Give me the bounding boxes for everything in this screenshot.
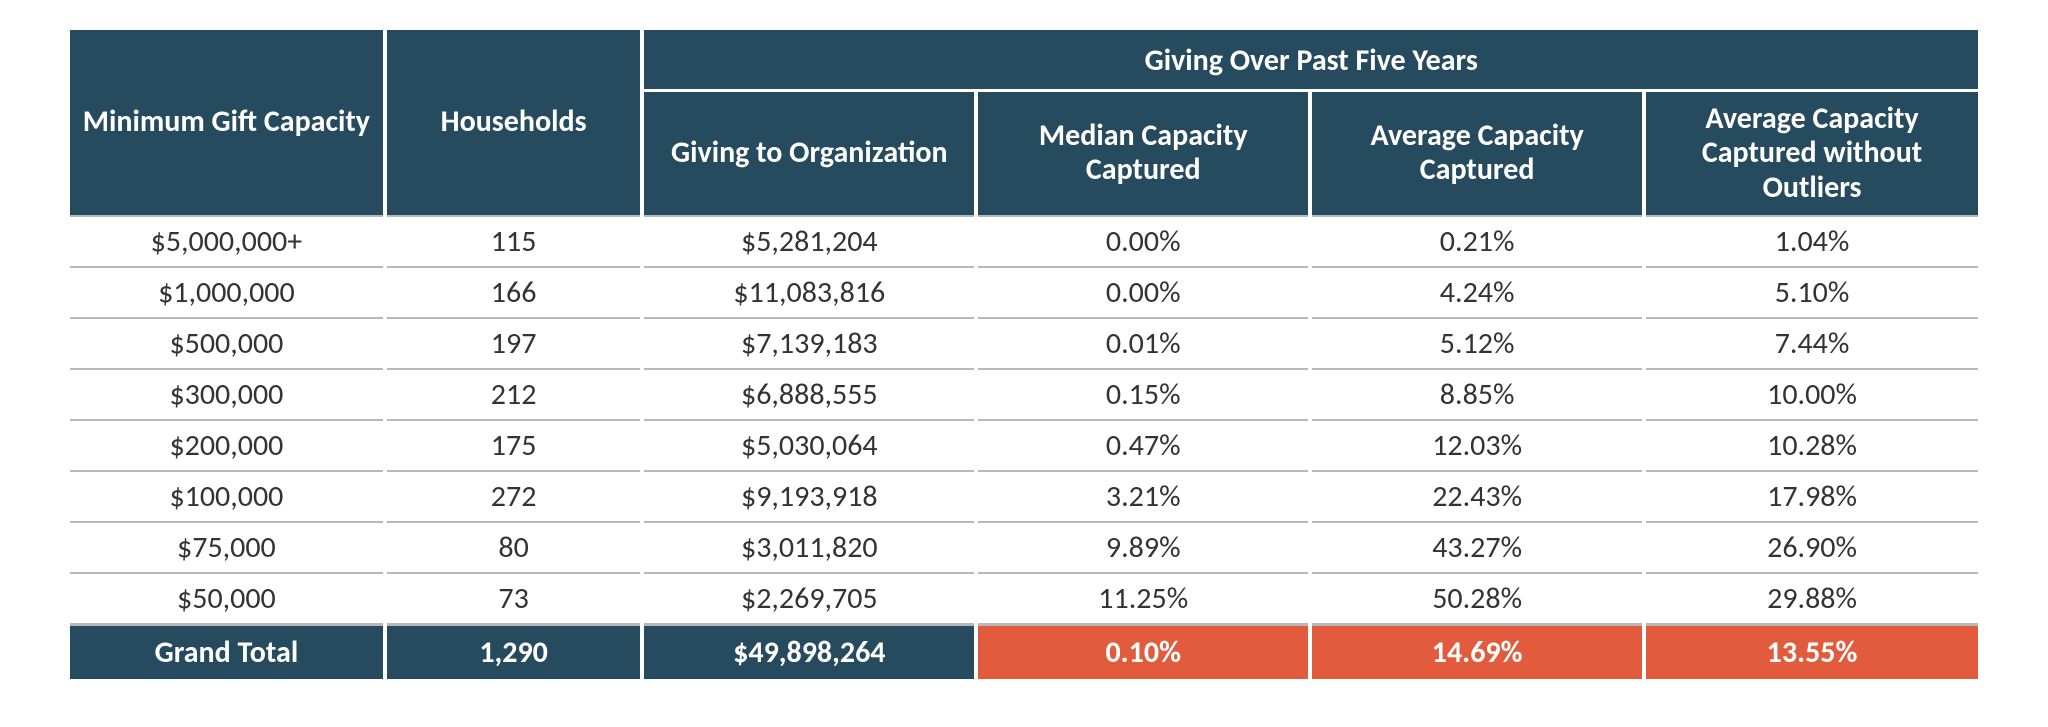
cell-households: 80 bbox=[385, 522, 643, 573]
col-header-giving-to-org: Giving to Organization bbox=[642, 90, 976, 216]
cell-median: 11.25% bbox=[976, 573, 1310, 625]
total-average-no-outliers: 13.55% bbox=[1644, 625, 1978, 680]
table-header: Minimum Gift Capacity Households Giving … bbox=[70, 30, 1978, 216]
cell-households: 175 bbox=[385, 420, 643, 471]
cell-min-gift: $50,000 bbox=[70, 573, 385, 625]
col-header-households: Households bbox=[385, 30, 643, 216]
cell-giving: $5,030,064 bbox=[642, 420, 976, 471]
cell-average-no-outliers: 1.04% bbox=[1644, 216, 1978, 267]
cell-average: 22.43% bbox=[1310, 471, 1644, 522]
cell-median: 0.00% bbox=[976, 267, 1310, 318]
cell-average-no-outliers: 26.90% bbox=[1644, 522, 1978, 573]
cell-average: 12.03% bbox=[1310, 420, 1644, 471]
col-header-average-capacity: Average Capacity Captured bbox=[1310, 90, 1644, 216]
cell-min-gift: $1,000,000 bbox=[70, 267, 385, 318]
cell-min-gift: $500,000 bbox=[70, 318, 385, 369]
cell-average: 5.12% bbox=[1310, 318, 1644, 369]
cell-average-no-outliers: 29.88% bbox=[1644, 573, 1978, 625]
table-row: $5,000,000+ 115 $5,281,204 0.00% 0.21% 1… bbox=[70, 216, 1978, 267]
cell-giving: $6,888,555 bbox=[642, 369, 976, 420]
cell-giving: $5,281,204 bbox=[642, 216, 976, 267]
table-row: $50,000 73 $2,269,705 11.25% 50.28% 29.8… bbox=[70, 573, 1978, 625]
cell-giving: $7,139,183 bbox=[642, 318, 976, 369]
table-row: $100,000 272 $9,193,918 3.21% 22.43% 17.… bbox=[70, 471, 1978, 522]
total-average: 14.69% bbox=[1310, 625, 1644, 680]
table-row: $75,000 80 $3,011,820 9.89% 43.27% 26.90… bbox=[70, 522, 1978, 573]
cell-min-gift: $300,000 bbox=[70, 369, 385, 420]
table-row: $500,000 197 $7,139,183 0.01% 5.12% 7.44… bbox=[70, 318, 1978, 369]
total-label: Grand Total bbox=[70, 625, 385, 680]
cell-giving: $2,269,705 bbox=[642, 573, 976, 625]
cell-median: 3.21% bbox=[976, 471, 1310, 522]
cell-median: 9.89% bbox=[976, 522, 1310, 573]
cell-households: 115 bbox=[385, 216, 643, 267]
cell-min-gift: $75,000 bbox=[70, 522, 385, 573]
cell-average: 8.85% bbox=[1310, 369, 1644, 420]
cell-average-no-outliers: 17.98% bbox=[1644, 471, 1978, 522]
table-row: $200,000 175 $5,030,064 0.47% 12.03% 10.… bbox=[70, 420, 1978, 471]
cell-households: 272 bbox=[385, 471, 643, 522]
cell-median: 0.47% bbox=[976, 420, 1310, 471]
cell-giving: $11,083,816 bbox=[642, 267, 976, 318]
cell-average-no-outliers: 10.00% bbox=[1644, 369, 1978, 420]
total-households: 1,290 bbox=[385, 625, 643, 680]
cell-households: 197 bbox=[385, 318, 643, 369]
table-row: $1,000,000 166 $11,083,816 0.00% 4.24% 5… bbox=[70, 267, 1978, 318]
cell-households: 73 bbox=[385, 573, 643, 625]
cell-min-gift: $200,000 bbox=[70, 420, 385, 471]
gift-capacity-table: Minimum Gift Capacity Households Giving … bbox=[70, 30, 1978, 679]
col-header-min-gift-capacity: Minimum Gift Capacity bbox=[70, 30, 385, 216]
cell-median: 0.01% bbox=[976, 318, 1310, 369]
table-row: $300,000 212 $6,888,555 0.15% 8.85% 10.0… bbox=[70, 369, 1978, 420]
cell-min-gift: $100,000 bbox=[70, 471, 385, 522]
total-giving: $49,898,264 bbox=[642, 625, 976, 680]
cell-median: 0.00% bbox=[976, 216, 1310, 267]
cell-giving: $3,011,820 bbox=[642, 522, 976, 573]
cell-average: 50.28% bbox=[1310, 573, 1644, 625]
cell-giving: $9,193,918 bbox=[642, 471, 976, 522]
table-body: $5,000,000+ 115 $5,281,204 0.00% 0.21% 1… bbox=[70, 216, 1978, 679]
total-median: 0.10% bbox=[976, 625, 1310, 680]
col-header-spanner-giving-five-years: Giving Over Past Five Years bbox=[642, 30, 1978, 90]
col-header-median-capacity: Median Capacity Captured bbox=[976, 90, 1310, 216]
cell-average: 4.24% bbox=[1310, 267, 1644, 318]
cell-households: 166 bbox=[385, 267, 643, 318]
cell-min-gift: $5,000,000+ bbox=[70, 216, 385, 267]
cell-households: 212 bbox=[385, 369, 643, 420]
cell-average: 0.21% bbox=[1310, 216, 1644, 267]
col-header-average-capacity-no-outliers: Average Capacity Captured without Outlie… bbox=[1644, 90, 1978, 216]
cell-average-no-outliers: 7.44% bbox=[1644, 318, 1978, 369]
table-row-grand-total: Grand Total 1,290 $49,898,264 0.10% 14.6… bbox=[70, 625, 1978, 680]
cell-average: 43.27% bbox=[1310, 522, 1644, 573]
cell-average-no-outliers: 5.10% bbox=[1644, 267, 1978, 318]
cell-median: 0.15% bbox=[976, 369, 1310, 420]
cell-average-no-outliers: 10.28% bbox=[1644, 420, 1978, 471]
